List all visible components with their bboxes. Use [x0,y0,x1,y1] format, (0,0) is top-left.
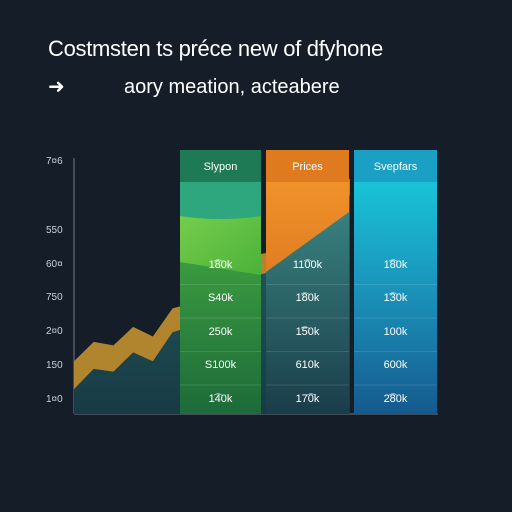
table-cell: 1͡80k [296,292,320,304]
y-tick-label: 1¤0 [46,394,63,405]
table-cell: 17͡0k [296,393,320,405]
table-cell: S40k [208,292,234,304]
table-cell: 1͡80k [384,259,408,271]
y-tick-label: 750 [46,292,63,303]
chart-subtitle: aory meation, acteabere [124,76,340,98]
y-tick-label: 150 [46,360,63,371]
table-column: Svepfars 1͡80k 1͡30k 100k 600k 2͡80k [354,150,437,414]
table-cell: 1͡30k [384,292,408,304]
column-header-label: Prices [292,161,323,173]
column-header-label: Slypon [204,161,238,173]
column-header [180,150,261,182]
table-cell: S100k [205,359,237,371]
table-column: Prices 11͡00k 1͡80k 1͡50k 610k 17͡0k [266,150,349,414]
column-orange-wedge [266,182,349,272]
arrow-right-icon: ➜ [48,76,65,98]
table-cell: 250k [209,326,233,338]
column-highlight-band [180,216,261,275]
column-body [354,182,437,414]
chart-title: Costmsten ts préce new of dfyhone [48,36,383,61]
table-cell: 1͡40k [209,393,233,405]
column-top-band [180,182,261,219]
table-cell: 1͡50k [296,326,320,338]
column-header [266,150,349,182]
column-header [354,150,437,182]
table-cell: 11͡00k [293,259,323,271]
table-cell: 1͡80k [209,259,233,271]
y-tick-label: 60¤ [46,259,63,270]
column-header-label: Svepfars [374,161,418,173]
table-cell: 2͡80k [384,393,408,405]
table-cell: 100k [384,326,408,338]
table-cell: 610k [296,359,320,371]
table-cell: 600k [384,359,408,371]
y-tick-label: 7¤6 [46,156,63,167]
y-tick-label: 550 [46,225,63,236]
table-column: Slypon 1͡80k S40k 250k S100k 1͡40k [180,150,261,414]
y-tick-label: 2¤0 [46,326,63,337]
